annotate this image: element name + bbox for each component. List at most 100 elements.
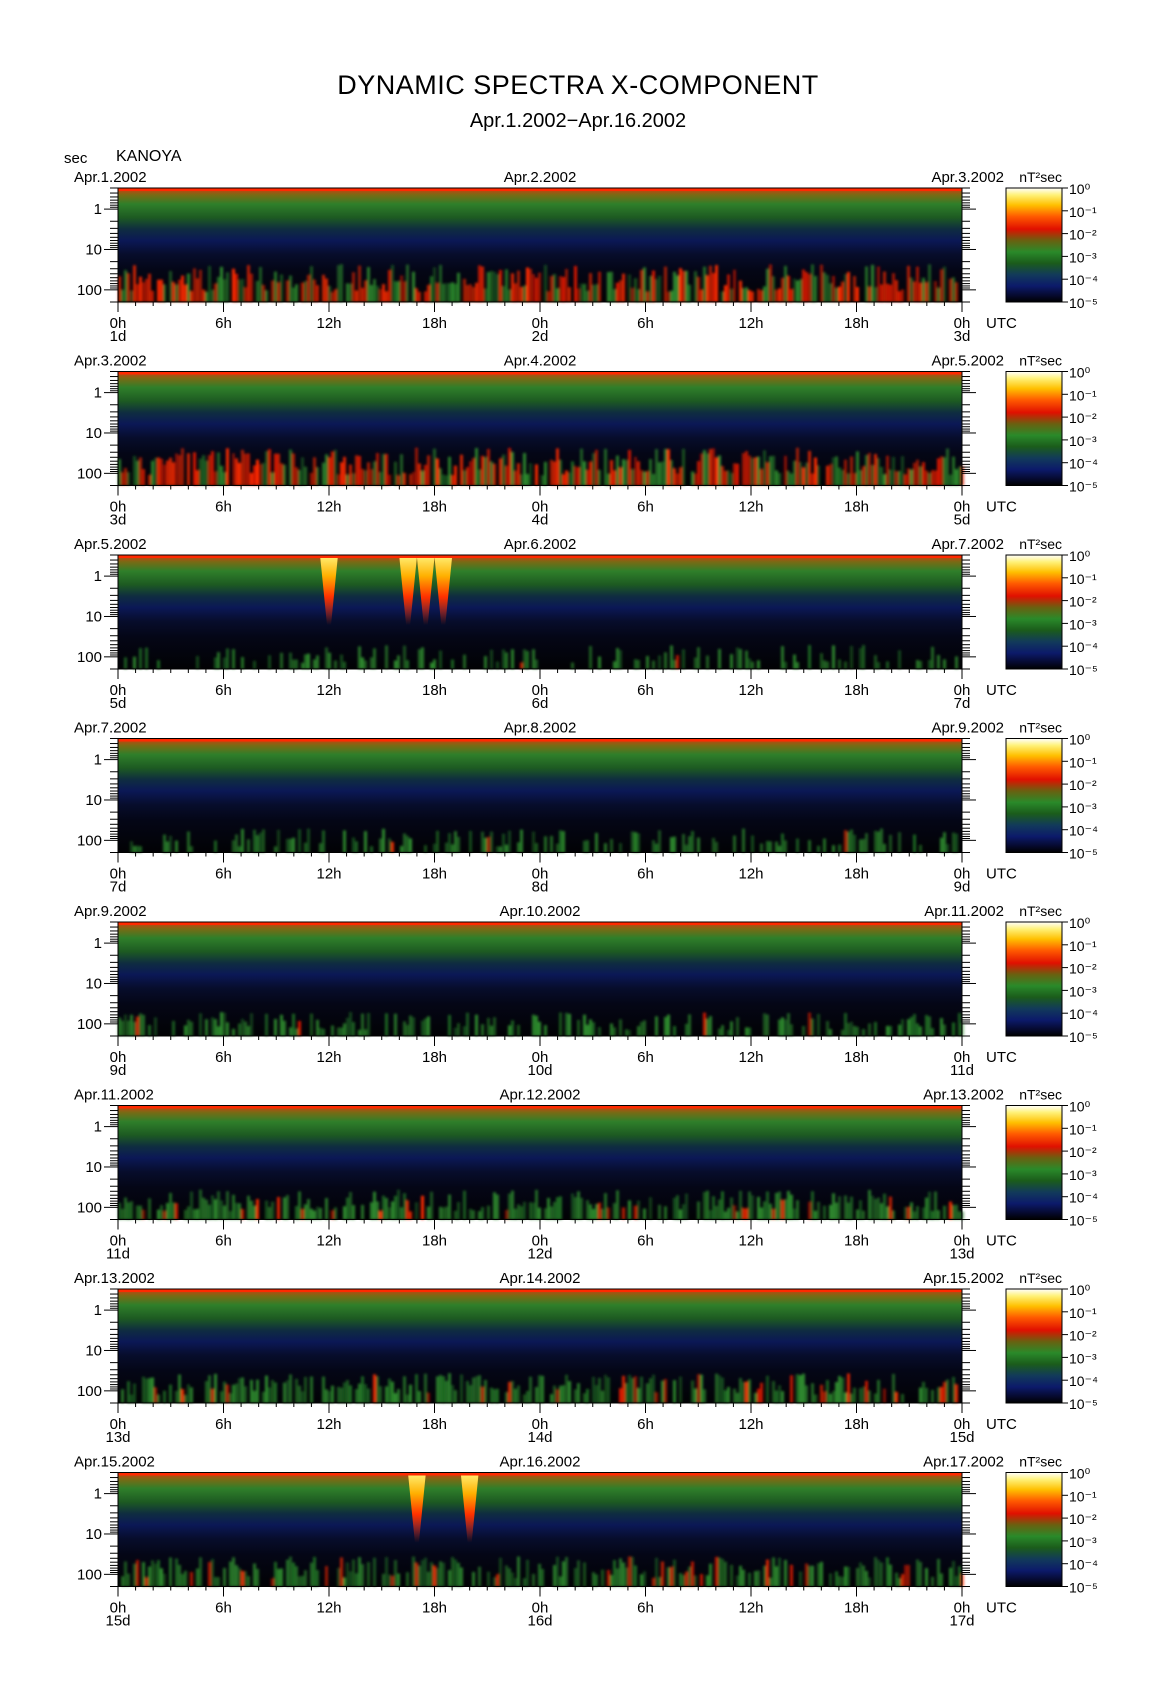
x-tick-label: 12h bbox=[738, 315, 763, 332]
activity-streak bbox=[511, 452, 514, 486]
activity-streak bbox=[472, 1571, 475, 1587]
activity-streak bbox=[415, 1202, 418, 1220]
colorbar-tick-label: 10⁻³ bbox=[1069, 983, 1097, 999]
activity-streak bbox=[811, 473, 814, 486]
activity-streak bbox=[148, 1025, 151, 1036]
activity-streak bbox=[703, 1012, 706, 1036]
activity-streak bbox=[499, 1557, 502, 1587]
activity-streak bbox=[166, 1203, 169, 1220]
activity-streak bbox=[610, 838, 613, 853]
activity-streak bbox=[385, 1557, 388, 1587]
activity-streak bbox=[241, 1377, 244, 1403]
activity-streak bbox=[757, 456, 760, 486]
activity-streak bbox=[388, 838, 391, 853]
activity-streak bbox=[583, 840, 586, 853]
panel-mid-date: Apr.2.2002 bbox=[504, 169, 577, 186]
burst-event bbox=[399, 555, 418, 625]
activity-streak bbox=[241, 828, 244, 853]
activity-streak bbox=[913, 462, 916, 486]
activity-streak bbox=[514, 1208, 517, 1220]
panel-start-date: Apr.7.2002 bbox=[74, 720, 147, 737]
activity-streak bbox=[535, 659, 538, 669]
activity-streak bbox=[346, 1380, 349, 1403]
activity-streak bbox=[739, 280, 742, 302]
spectrum-top-band bbox=[118, 555, 962, 558]
activity-streak bbox=[175, 1390, 178, 1403]
x-tick-label: 0h bbox=[532, 1416, 549, 1433]
activity-streak bbox=[400, 845, 403, 853]
activity-streak bbox=[214, 1199, 217, 1220]
activity-streak bbox=[844, 459, 847, 486]
activity-streak bbox=[118, 1202, 121, 1220]
activity-streak bbox=[580, 283, 583, 302]
activity-streak bbox=[385, 645, 388, 669]
activity-streak bbox=[676, 275, 679, 302]
activity-streak bbox=[430, 1562, 433, 1587]
activity-streak bbox=[139, 1205, 142, 1220]
activity-streak bbox=[796, 280, 799, 302]
panel-end-date: Apr.7.2002 bbox=[931, 536, 1004, 553]
activity-streak bbox=[805, 1385, 808, 1403]
activity-streak bbox=[868, 286, 871, 302]
activity-streak bbox=[316, 655, 319, 669]
activity-streak bbox=[148, 1198, 151, 1220]
activity-streak bbox=[637, 461, 640, 486]
activity-streak bbox=[655, 843, 658, 853]
station-label: KANOYA bbox=[116, 148, 182, 165]
activity-streak bbox=[463, 1026, 466, 1036]
activity-streak bbox=[811, 1383, 814, 1403]
activity-streak bbox=[253, 1563, 256, 1587]
activity-streak bbox=[766, 1559, 769, 1587]
activity-streak bbox=[277, 282, 280, 302]
activity-streak bbox=[517, 1204, 520, 1220]
spectrum-top-band bbox=[118, 1105, 962, 1109]
activity-streak bbox=[901, 1019, 904, 1036]
activity-streak bbox=[283, 1197, 286, 1220]
activity-streak bbox=[496, 1194, 499, 1220]
activity-streak bbox=[361, 1204, 364, 1220]
activity-streak bbox=[550, 459, 553, 486]
activity-streak bbox=[535, 1189, 538, 1220]
activity-streak bbox=[901, 1574, 904, 1587]
activity-streak bbox=[628, 1556, 631, 1587]
activity-streak bbox=[655, 1016, 658, 1036]
activity-streak bbox=[262, 463, 265, 486]
activity-streak bbox=[784, 1019, 787, 1036]
activity-streak bbox=[340, 462, 343, 486]
activity-streak bbox=[142, 1209, 145, 1220]
activity-streak bbox=[625, 1383, 628, 1403]
activity-streak bbox=[409, 1015, 412, 1036]
x-tick-label: 18h bbox=[422, 1600, 447, 1617]
activity-streak bbox=[316, 1019, 319, 1036]
activity-streak bbox=[364, 660, 367, 669]
activity-streak bbox=[334, 1207, 337, 1220]
activity-streak bbox=[748, 1027, 751, 1036]
activity-streak bbox=[214, 657, 217, 669]
activity-streak bbox=[655, 1392, 658, 1403]
activity-streak bbox=[334, 660, 337, 669]
activity-streak bbox=[520, 829, 523, 853]
activity-streak bbox=[703, 266, 706, 302]
day-label: 10d bbox=[527, 1062, 552, 1079]
activity-streak bbox=[925, 282, 928, 302]
activity-streak bbox=[367, 267, 370, 302]
activity-streak bbox=[487, 1205, 490, 1220]
activity-streak bbox=[289, 449, 292, 486]
activity-streak bbox=[589, 273, 592, 302]
activity-streak bbox=[280, 652, 283, 669]
activity-streak bbox=[130, 841, 133, 853]
activity-streak bbox=[877, 1559, 880, 1587]
activity-streak bbox=[277, 453, 280, 486]
activity-streak bbox=[805, 462, 808, 486]
activity-streak bbox=[220, 1391, 223, 1403]
panel-end-date: Apr.13.2002 bbox=[923, 1087, 1004, 1104]
activity-streak bbox=[451, 282, 454, 302]
activity-streak bbox=[196, 470, 199, 486]
activity-streak bbox=[223, 279, 226, 302]
activity-streak bbox=[697, 647, 700, 669]
activity-streak bbox=[499, 269, 502, 302]
activity-streak bbox=[229, 1393, 232, 1403]
activity-streak bbox=[148, 1378, 151, 1403]
activity-streak bbox=[619, 1019, 622, 1036]
activity-streak bbox=[364, 470, 367, 486]
